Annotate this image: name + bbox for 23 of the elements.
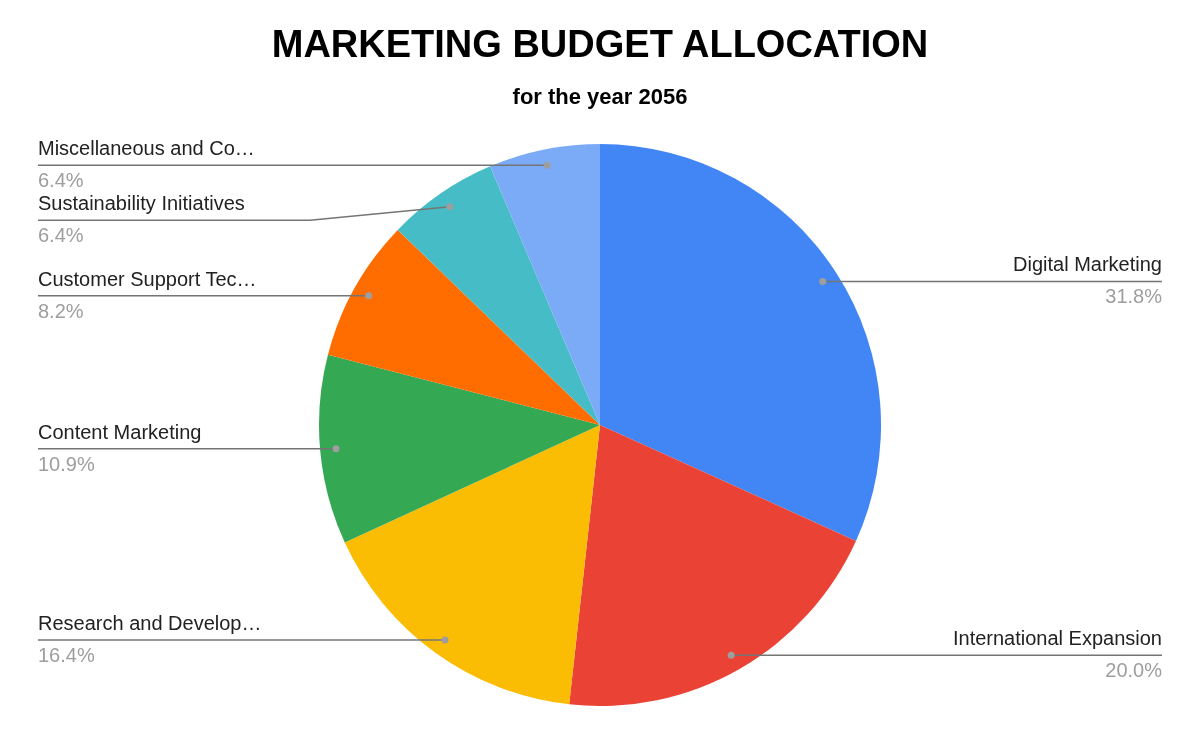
slice-label: Miscellaneous and Co… bbox=[38, 137, 255, 160]
slice-label: International Expansion bbox=[952, 627, 1162, 650]
data-label: 10.9% bbox=[38, 452, 95, 475]
slice-label: Content Marketing bbox=[38, 420, 202, 443]
data-label: 31.8% bbox=[1105, 285, 1163, 308]
slice-label: Customer Support Tec… bbox=[38, 267, 257, 290]
pie-slice bbox=[344, 425, 600, 705]
slice-label: Research and Develop… bbox=[38, 611, 262, 634]
pie-slice bbox=[327, 229, 600, 425]
slice-label: Digital Marketing bbox=[1013, 253, 1162, 276]
pie-slice bbox=[600, 144, 881, 541]
pie-slice bbox=[490, 144, 600, 425]
slice-label: Sustainability Initiatives bbox=[38, 192, 245, 215]
pie-slice bbox=[319, 354, 600, 543]
data-label: 6.4% bbox=[38, 169, 84, 192]
pie-slice bbox=[397, 166, 600, 425]
data-label: 16.4% bbox=[38, 643, 95, 666]
pie-slice bbox=[569, 425, 856, 706]
data-label: 20.0% bbox=[1105, 659, 1163, 682]
data-label: 8.2% bbox=[38, 299, 84, 322]
chart-title: MARKETING BUDGET ALLOCATION bbox=[271, 23, 929, 65]
chart-subtitle: for the year 2056 bbox=[512, 84, 688, 109]
data-label: 6.4% bbox=[38, 224, 84, 247]
